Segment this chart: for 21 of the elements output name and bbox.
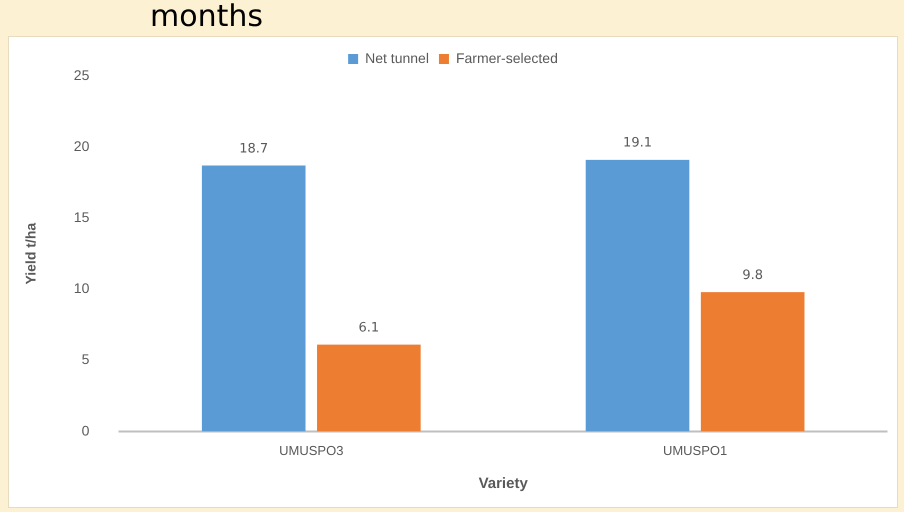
bar [317, 344, 421, 432]
chart-title: months [150, 0, 263, 34]
y-tick-label: 0 [82, 422, 90, 438]
data-label: 19.1 [623, 136, 652, 151]
legend-label: Net tunnel [365, 50, 429, 66]
bar [202, 166, 306, 432]
y-tick-label: 20 [74, 138, 90, 154]
legend-label: Farmer-selected [456, 50, 558, 66]
x-tick-label: UMUSPO3 [279, 442, 344, 458]
data-label: 9.8 [742, 268, 764, 283]
x-tick-label: UMUSPO1 [662, 442, 728, 458]
data-label: 6.1 [358, 320, 380, 336]
y-tick-label: 5 [82, 351, 90, 368]
x-axis-title: Variety [478, 475, 528, 492]
y-tick-label: 15 [74, 209, 90, 226]
y-tick-label: 25 [74, 66, 90, 83]
bar [700, 292, 804, 432]
y-tick-label: 10 [74, 280, 90, 296]
bar [586, 160, 690, 432]
y-axis-title: Yield t/ha [22, 222, 38, 285]
data-label: 18.7 [239, 141, 268, 156]
